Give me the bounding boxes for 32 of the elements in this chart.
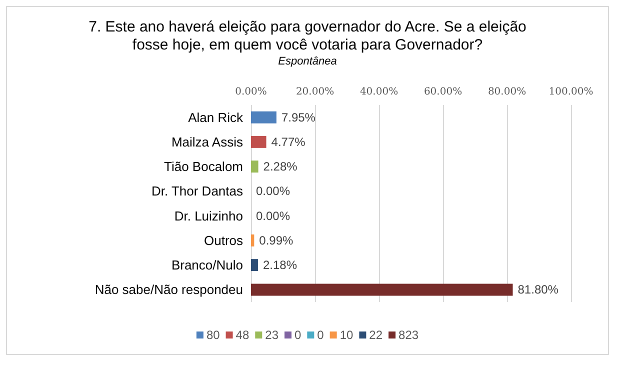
chart-title: 7. Este ano haverá eleição para governador do Acre. Se a eleição fosse hoje, em quem você votaria para Governador? [88,18,526,54]
legend-label: 22 [369,328,383,342]
chart-subtitle: Espontânea [278,56,337,68]
data-label: 2.28% [263,160,298,174]
data-label: 2.18% [262,258,298,272]
x-tick-label: 80.00% [488,86,526,98]
y-tick-label: Dr. Thor Dantas [151,184,244,199]
y-tick-label: Tião Bocalom [164,159,243,174]
legend-label: 0 [294,328,302,342]
data-label: 0.00% [256,184,290,198]
x-tick-label: 60.00% [424,86,462,98]
legend-label: 823 [398,328,419,342]
legend-label: 23 [265,328,279,342]
data-label: 7.95% [281,110,316,124]
y-tick-label: Outros [204,232,244,248]
x-tick-label: 100.00% [548,86,594,98]
y-tick-label: Não sabe/Não respondeu [94,282,243,298]
data-label: 81.80% [518,282,559,297]
y-tick-label: Dr. Luizinho [174,208,243,224]
legend-label: 0 [317,328,324,342]
y-tick-label: Mailza Assis [171,134,244,150]
y-tick-label: Alan Rick [188,110,244,125]
legend-label: 80 [206,328,220,342]
y-tick-label: Branco/Nulo [171,258,243,273]
legend-label: 48 [236,328,250,342]
data-label: 4.77% [271,134,306,149]
legend-label: 10 [340,328,354,342]
x-tick-label: 20.00% [296,86,334,98]
x-tick-label: 40.00% [360,86,398,98]
x-tick-label: 0.00% [235,86,267,98]
data-label: 0.99% [259,233,294,248]
data-label: 0.00% [256,208,290,223]
